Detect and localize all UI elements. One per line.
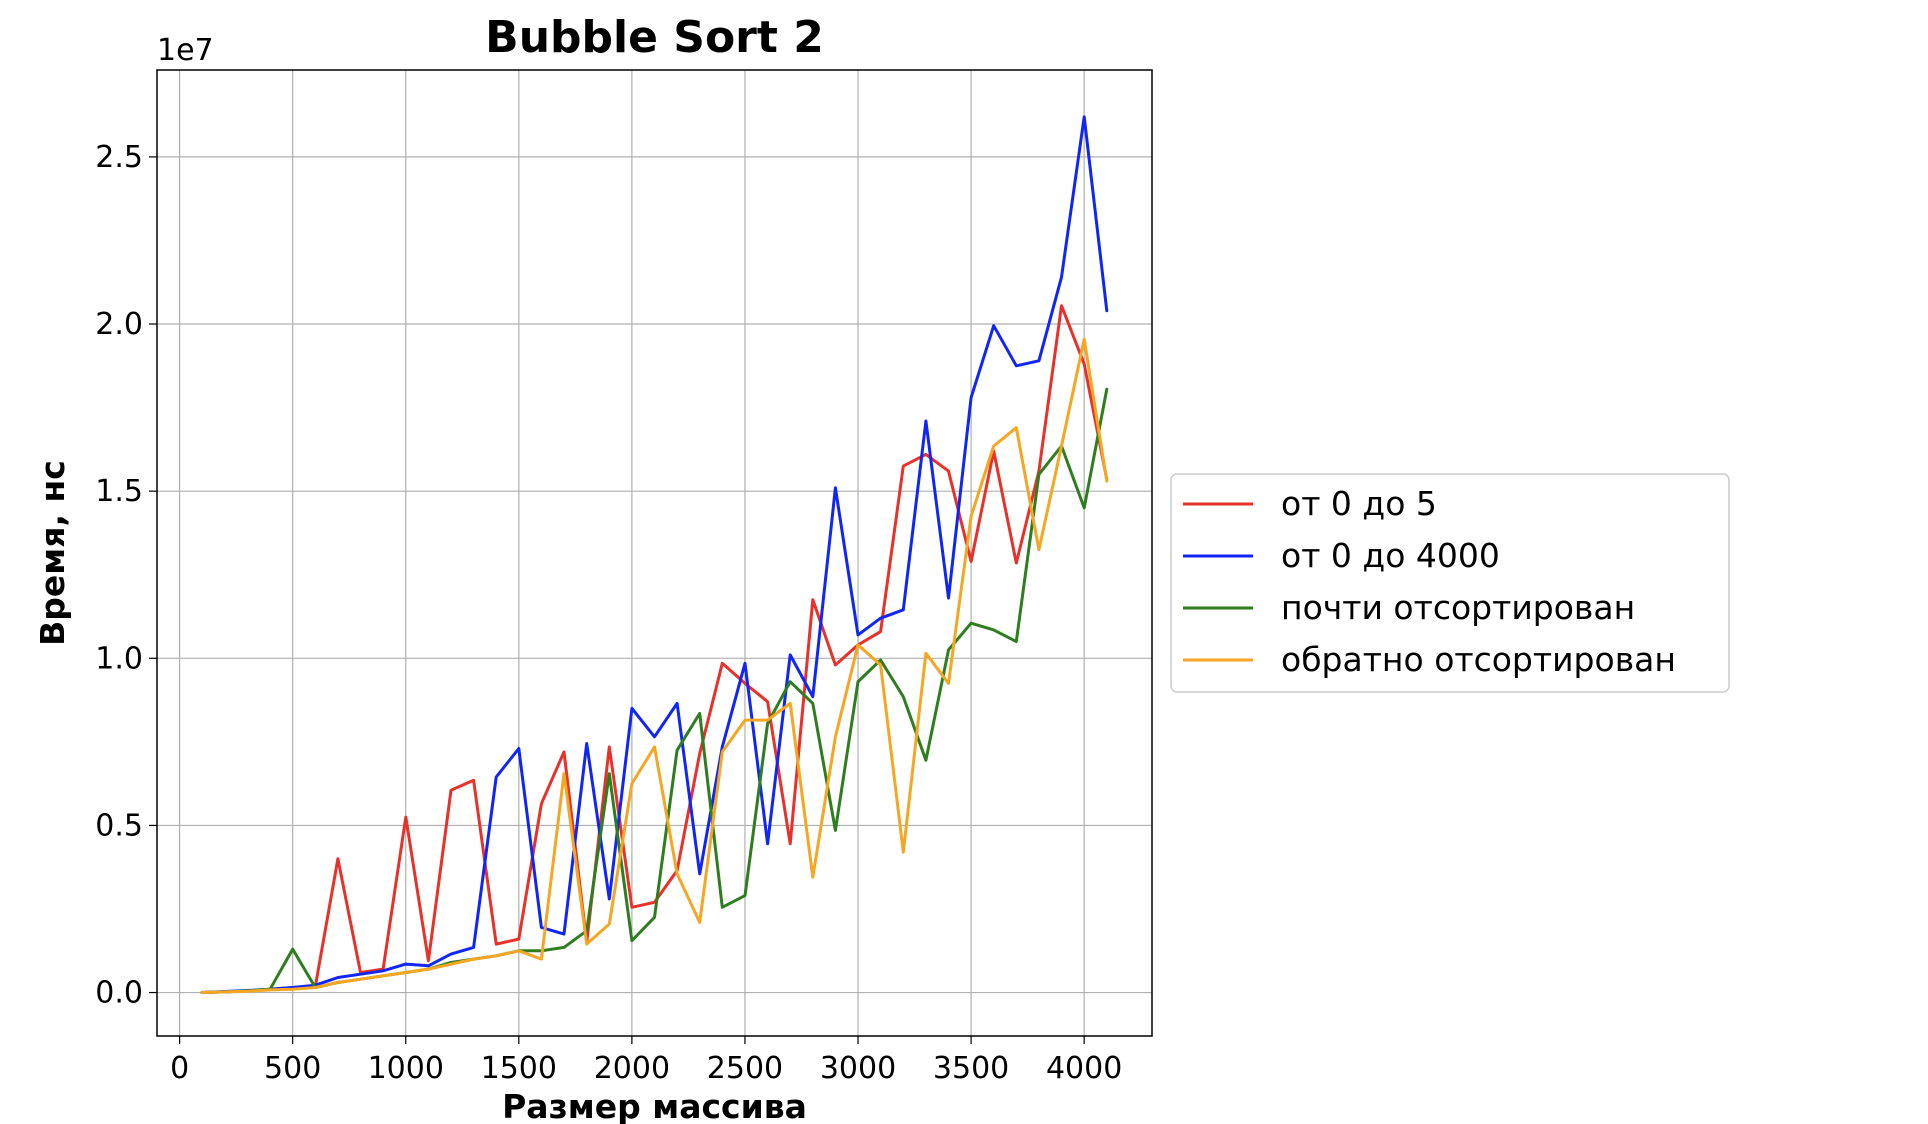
- y-axis-title: Время, нс: [33, 460, 72, 646]
- legend: от 0 до 5 от 0 до 4000 почти отсортирован о…: [1170, 473, 1730, 693]
- x-axis-title: Размер массива: [502, 1087, 807, 1124]
- x-tick-label: 1000: [368, 1051, 444, 1086]
- x-tick-label: 4000: [1046, 1051, 1122, 1086]
- series-layer: [200, 115, 1109, 994]
- chart-title: Bubble Sort 2: [485, 12, 824, 63]
- legend-box: [1170, 473, 1730, 693]
- y-axis-ticks: 0.0 0.5 1.0 1.5 2.0 2.5: [95, 140, 157, 1011]
- legend-label-2: от 0 до 4000: [1281, 536, 1500, 575]
- y-tick-label: 1.5: [95, 474, 143, 509]
- x-axis-ticks: 0 500 1000 1500 2000 2500 3000 3500 4000: [170, 1036, 1122, 1086]
- grid-layer: [157, 70, 1152, 1036]
- legend-label-1: от 0 до 5: [1281, 484, 1437, 523]
- y-tick-label: 0.5: [95, 808, 143, 843]
- series-line-1: [200, 304, 1109, 994]
- y-tick-label: 1.0: [95, 641, 143, 676]
- x-tick-label: 2000: [594, 1051, 670, 1086]
- plot-frame: [156, 69, 1153, 1037]
- x-tick-label: 0: [170, 1051, 189, 1086]
- y-tick-label: 2.0: [95, 307, 143, 342]
- x-tick-label: 1500: [481, 1051, 557, 1086]
- legend-label-3: почти отсортирован: [1281, 588, 1635, 627]
- legend-label-4: обратно отсортирован: [1281, 640, 1676, 679]
- x-tick-label: 2500: [707, 1051, 783, 1086]
- x-tick-label: 500: [264, 1051, 321, 1086]
- series-line-4: [200, 337, 1109, 994]
- y-tick-label: 0.0: [95, 976, 143, 1011]
- x-tick-label: 3500: [933, 1051, 1009, 1086]
- x-tick-label: 3000: [820, 1051, 896, 1086]
- y-tick-label: 2.5: [95, 140, 143, 175]
- series-line-2: [200, 115, 1109, 994]
- y-axis-offset-label: 1e7: [157, 33, 214, 68]
